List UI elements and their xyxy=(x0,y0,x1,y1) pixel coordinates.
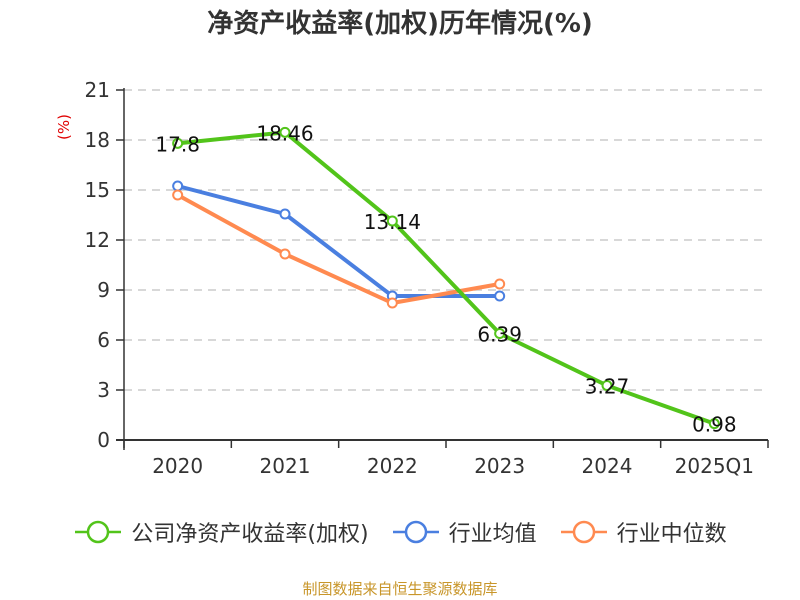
legend-label: 行业均值 xyxy=(448,522,537,547)
x-tick-label: 2022 xyxy=(367,454,418,478)
data-label: 18.46 xyxy=(256,121,313,145)
x-tick-label: 2025Q1 xyxy=(675,454,754,478)
data-point[interactable] xyxy=(172,180,184,192)
data-point[interactable] xyxy=(172,137,184,149)
legend-line-circle-icon xyxy=(75,520,122,544)
y-tick-label: 6 xyxy=(97,328,110,352)
data-point[interactable] xyxy=(279,248,291,260)
legend-item-2[interactable]: 行业中位数 xyxy=(559,516,727,548)
data-point[interactable] xyxy=(494,290,506,302)
legend: 公司净资产收益率(加权) 行业均值 行业中位数 xyxy=(0,516,800,548)
data-point[interactable] xyxy=(494,278,506,290)
series-layer xyxy=(172,126,720,430)
y-tick-label: 21 xyxy=(85,78,110,102)
data-point[interactable] xyxy=(708,418,720,430)
data-label: 0.98 xyxy=(692,413,737,437)
chart-title: 净资产收益率(加权)历年情况(%) xyxy=(207,9,593,39)
data-label: 17.8 xyxy=(155,132,200,156)
legend-line-circle-icon xyxy=(392,520,439,544)
data-point[interactable] xyxy=(172,189,184,201)
data-point[interactable] xyxy=(494,328,506,339)
legend-line-circle-icon xyxy=(560,520,607,544)
y-tick-label: 9 xyxy=(97,278,110,302)
series-line-1 xyxy=(177,184,500,298)
legend-item-1[interactable]: 行业均值 xyxy=(391,516,537,548)
y-tick-label: 12 xyxy=(85,228,110,252)
x-tick-label: 2020 xyxy=(152,454,203,478)
y-tick-label: 18 xyxy=(85,128,110,152)
data-label: 6.39 xyxy=(477,323,522,347)
x-tick-label: 2021 xyxy=(260,454,311,478)
x-tick-label: 2024 xyxy=(582,454,633,478)
source-note: 制图数据来自恒生聚源数据库 xyxy=(302,580,498,598)
data-point[interactable] xyxy=(601,380,613,391)
data-point[interactable] xyxy=(386,215,398,227)
axis-layer: 0 3 6 9 12 15 18 21 2020 2021 2022 2023 2024 2025Q1 xyxy=(85,78,769,478)
series-line-2 xyxy=(176,193,501,305)
series-line-0 xyxy=(177,130,716,426)
legend-label: 公司净资产收益率(加权) xyxy=(131,522,369,547)
data-label: 3.27 xyxy=(585,375,630,399)
data-point[interactable] xyxy=(279,126,291,138)
x-tick-label: 2023 xyxy=(474,454,525,478)
legend-item-0[interactable]: 公司净资产收益率(加权) xyxy=(73,516,369,548)
data-point[interactable] xyxy=(279,208,291,220)
y-tick-label: 3 xyxy=(97,378,110,402)
data-point[interactable] xyxy=(386,297,398,309)
label-layer: 17.8 18.46 13.14 6.39 3.27 0.98 xyxy=(155,121,736,436)
y-tick-label: 15 xyxy=(85,178,110,202)
y-axis-unit-label: (%) xyxy=(55,114,73,140)
legend-label: 行业中位数 xyxy=(616,522,727,547)
y-tick-label: 0 xyxy=(97,428,110,452)
grid-layer xyxy=(124,89,768,391)
data-label: 13.14 xyxy=(364,210,421,234)
